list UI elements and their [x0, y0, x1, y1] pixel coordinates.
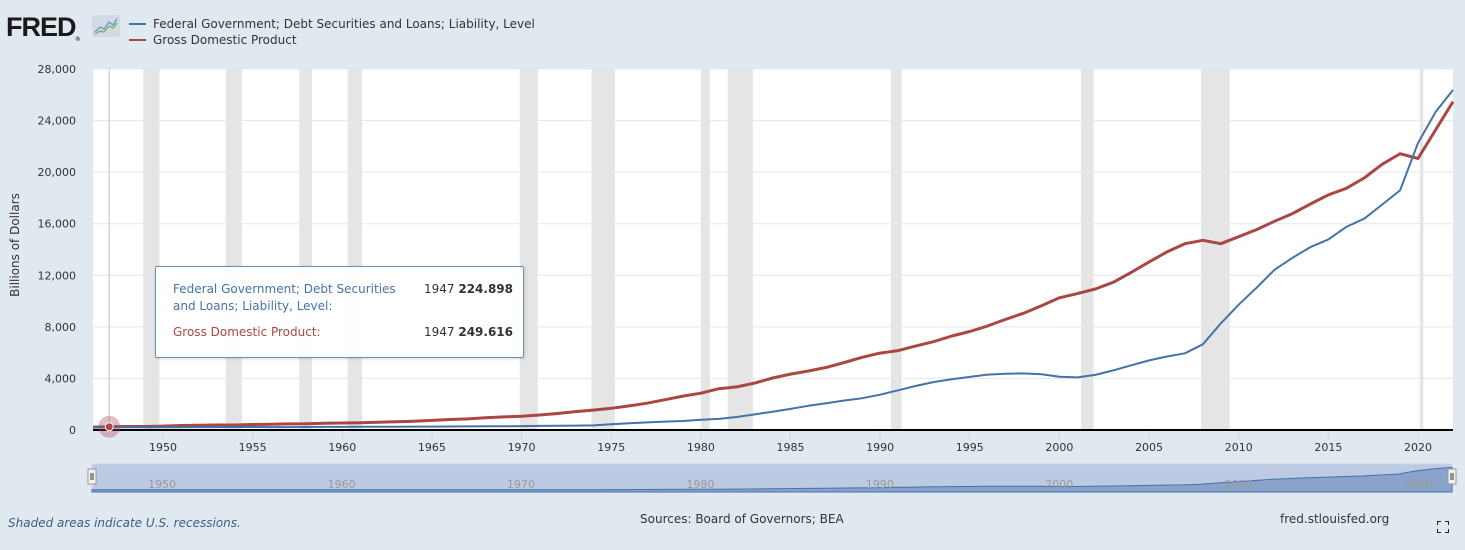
site-link[interactable]: fred.stlouisfed.org	[1280, 512, 1390, 526]
navigator-label: 1970	[507, 478, 535, 491]
fred-graph-icon	[92, 15, 120, 37]
logo-text: FRED	[6, 12, 76, 42]
plot-area-background	[93, 69, 1453, 430]
y-axis: 0 4,000 8,000 12,000 16,000 20,000 24,000 28,00…	[38, 63, 77, 437]
x-tick-label: 1950	[149, 441, 177, 454]
logo-registered-mark: ®	[75, 37, 80, 43]
tooltip-year-gdp: 1947	[423, 325, 455, 339]
recession-bar	[727, 69, 753, 430]
y-tick-label: 4,000	[45, 372, 77, 385]
legend-item-gdp[interactable]: Gross Domestic Product	[129, 32, 535, 48]
x-tick-label: 2015	[1314, 441, 1342, 454]
navigator-label: 1980	[686, 478, 714, 491]
tooltip-label-debt: Federal Government; Debt Securities and …	[173, 282, 396, 313]
recession-bar	[1201, 69, 1230, 430]
tooltip-row-debt: Federal Government; Debt Securities and …	[173, 281, 513, 315]
recession-bar	[1419, 69, 1424, 430]
y-tick-label: 0	[69, 424, 76, 437]
fred-logo[interactable]: FRED®	[6, 12, 80, 43]
recession-bar	[1080, 69, 1094, 430]
data-tooltip: Federal Government; Debt Securities and …	[155, 266, 524, 358]
navigator-handle-right[interactable]	[1447, 468, 1457, 485]
recession-bar	[700, 69, 710, 430]
recession-note: Shaded areas indicate U.S. recessions.	[8, 516, 241, 530]
recession-bar	[890, 69, 902, 430]
series-line-debt	[92, 89, 1454, 429]
x-tick-label: 1955	[239, 441, 267, 454]
recession-bar	[519, 69, 538, 430]
recession-bar	[299, 69, 312, 430]
y-axis-label: Billions of Dollars	[8, 193, 22, 297]
fullscreen-icon[interactable]	[1436, 518, 1450, 534]
tooltip-value-debt: 1947 224.898	[424, 281, 513, 298]
navigator-handle-left[interactable]	[87, 468, 97, 485]
x-tick-label: 2020	[1404, 441, 1432, 454]
navigator-label: 2010	[1225, 478, 1253, 491]
x-tick-label: 1970	[508, 441, 536, 454]
chart-header: FRED® Federal Government; Debt Securitie…	[0, 0, 1465, 60]
handle-body[interactable]	[87, 468, 97, 485]
range-navigator[interactable]: 1950 1960 1970 1980 1990 2000 2010 2020	[87, 463, 1457, 493]
legend-swatch-debt	[129, 23, 146, 25]
sources-text: Sources: Board of Governors; BEA	[640, 512, 844, 526]
x-axis: 1950 1955 1960 1965 1970 1975 1980 1985 1990 1995…	[93, 429, 1453, 454]
y-tick-label: 8,000	[45, 321, 77, 334]
series-line-gdp	[92, 100, 1455, 429]
y-tick-label: 16,000	[38, 218, 77, 231]
series-lines	[92, 89, 1455, 438]
y-tick-label: 20,000	[38, 166, 77, 179]
tooltip-number-debt: 224.898	[458, 282, 513, 296]
legend-swatch-gdp	[129, 39, 146, 41]
tooltip-number-gdp: 249.616	[458, 325, 513, 339]
tooltip-value-gdp: 1947 249.616	[424, 324, 513, 341]
chart-legend: Federal Government; Debt Securities and …	[129, 16, 535, 48]
legend-item-debt[interactable]: Federal Government; Debt Securities and …	[129, 16, 535, 32]
x-tick-label: 1990	[866, 441, 894, 454]
x-tick-label: 1975	[597, 441, 625, 454]
navigator-label: 2020	[1404, 478, 1432, 491]
navigator-label: 1950	[148, 478, 176, 491]
plot-background	[93, 69, 1453, 430]
navigator-label: 1960	[328, 478, 356, 491]
hover-marker	[104, 422, 114, 432]
x-tick-label: 1980	[687, 441, 715, 454]
tooltip-label-gdp: Gross Domestic Product:	[173, 325, 321, 339]
x-tick-label: 1960	[328, 441, 356, 454]
navigator-label: 1990	[866, 478, 894, 491]
legend-label-gdp: Gross Domestic Product	[153, 33, 297, 47]
navigator-label: 2000	[1045, 478, 1073, 491]
recession-bars	[143, 69, 1424, 430]
y-tick-label: 24,000	[38, 115, 77, 128]
x-tick-label: 2005	[1135, 441, 1163, 454]
x-tick-label: 2000	[1045, 441, 1073, 454]
recession-bar	[143, 69, 160, 430]
x-tick-label: 1995	[956, 441, 984, 454]
tooltip-year-debt: 1947	[423, 282, 455, 296]
x-tick-label: 1965	[418, 441, 446, 454]
y-tick-label: 12,000	[38, 269, 77, 282]
recession-bar	[591, 69, 615, 430]
x-tick-label: 1985	[777, 441, 805, 454]
y-tick-label: 28,000	[38, 63, 77, 76]
x-tick-label: 2010	[1225, 441, 1253, 454]
handle-body[interactable]	[1447, 468, 1457, 485]
navigator-series-area	[91, 466, 1453, 493]
legend-label-debt: Federal Government; Debt Securities and …	[153, 17, 535, 31]
recession-bar	[347, 69, 363, 430]
recession-bar	[225, 69, 242, 430]
